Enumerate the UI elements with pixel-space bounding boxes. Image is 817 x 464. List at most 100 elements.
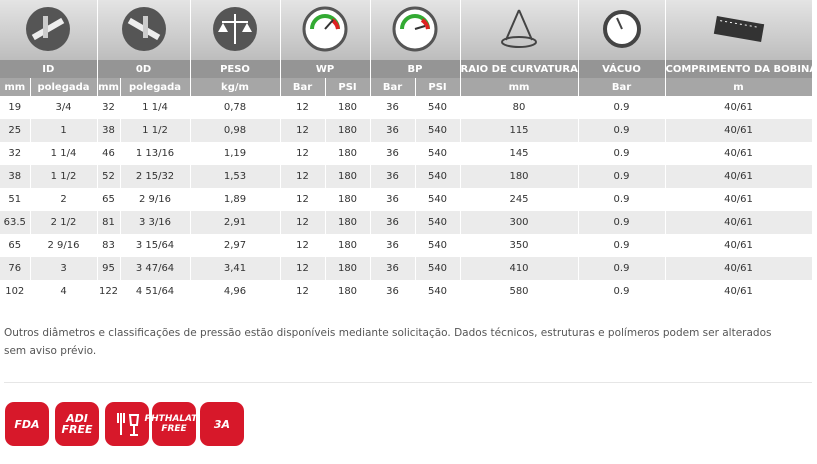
food-icon xyxy=(117,413,140,436)
vacuum-icon xyxy=(602,9,641,48)
cell: 36 xyxy=(370,142,416,165)
group-header: PESO xyxy=(190,60,281,78)
cell: 0.9 xyxy=(578,142,666,165)
data-row: 32 1 1/4 46 1 13/16 1,19 12 180 36 540 145 0.9 40/6… xyxy=(0,142,813,165)
cell: 540 xyxy=(415,96,461,119)
cell: 0.9 xyxy=(578,257,666,280)
divider xyxy=(4,382,812,383)
cell: 36 xyxy=(370,188,416,211)
tape-icon xyxy=(713,15,764,42)
cell: 0.9 xyxy=(578,119,666,142)
icon xyxy=(280,0,371,60)
group-header: COMPRIMENTO DA BOBINA xyxy=(665,60,813,78)
cell: 12 xyxy=(280,188,326,211)
cell: 40/61 xyxy=(665,142,813,165)
cell: 36 xyxy=(370,257,416,280)
group-header: VÁCUO xyxy=(578,60,666,78)
unit-header: Bar xyxy=(578,78,666,96)
cell: 180 xyxy=(460,165,579,188)
cell: 245 xyxy=(460,188,579,211)
cell: 180 xyxy=(325,119,371,142)
unit-header: Bar xyxy=(280,78,326,96)
table-body: ID 0D PESO WP BP RAIO DE CURVATURA VÁCUO COMPRI… xyxy=(0,0,813,303)
cell: 102 xyxy=(0,280,31,303)
cell: 65 xyxy=(0,234,31,257)
group-header: BP xyxy=(370,60,461,78)
cell: 12 xyxy=(280,211,326,234)
cell: 180 xyxy=(325,165,371,188)
cell: 32 xyxy=(0,142,31,165)
cell: 4,96 xyxy=(190,280,281,303)
cell: 12 xyxy=(280,119,326,142)
cell: 0.9 xyxy=(578,96,666,119)
cell: 63.5 xyxy=(0,211,31,234)
unit-header-row: mm polegada mm polegada kg/m Bar PSI Bar PSI mm Ba… xyxy=(0,78,813,96)
unit-header: mm xyxy=(97,78,121,96)
cell: 1,19 xyxy=(190,142,281,165)
cell: 0.9 xyxy=(578,280,666,303)
icon xyxy=(460,0,579,60)
cell: 180 xyxy=(325,142,371,165)
cell: 3/4 xyxy=(30,96,98,119)
cell: 36 xyxy=(370,119,416,142)
cell: 19 xyxy=(0,96,31,119)
cell: 350 xyxy=(460,234,579,257)
cell: 0,98 xyxy=(190,119,281,142)
cell: 540 xyxy=(415,234,461,257)
icon xyxy=(370,0,461,60)
data-row: 38 1 1/2 52 2 15/32 1,53 12 180 36 540 180 0.9 40/6… xyxy=(0,165,813,188)
cell: 40/61 xyxy=(665,280,813,303)
radius-icon xyxy=(501,9,537,48)
cell: 2 15/32 xyxy=(120,165,191,188)
unit-header: mm xyxy=(460,78,579,96)
gauge-icon xyxy=(392,6,438,51)
data-row: 51 2 65 2 9/16 1,89 12 180 36 540 245 0.9 40/61 xyxy=(0,188,813,211)
caliper-icon xyxy=(121,6,166,51)
group-header: 0D xyxy=(97,60,191,78)
cell: 12 xyxy=(280,165,326,188)
cell: 580 xyxy=(460,280,579,303)
cell: 3 3/16 xyxy=(120,211,191,234)
badge-food-safe xyxy=(105,402,149,446)
cell: 2,97 xyxy=(190,234,281,257)
cell: 180 xyxy=(325,280,371,303)
cell: 3 xyxy=(30,257,98,280)
cell: 540 xyxy=(415,188,461,211)
footnote: Outros diâmetros e classificações de pre… xyxy=(4,327,772,357)
cell: 2 xyxy=(30,188,98,211)
cell: 36 xyxy=(370,211,416,234)
cell: 36 xyxy=(370,165,416,188)
cell: 1 13/16 xyxy=(120,142,191,165)
cell: 83 xyxy=(97,234,121,257)
badge: PHTHALATE FREE xyxy=(145,402,203,446)
cell: 3 15/64 xyxy=(120,234,191,257)
cell: 38 xyxy=(0,165,31,188)
cell: 40/61 xyxy=(665,188,813,211)
cell: 32 xyxy=(97,96,121,119)
cell: 51 xyxy=(0,188,31,211)
cell: 76 xyxy=(0,257,31,280)
cell: 540 xyxy=(415,280,461,303)
cell: 300 xyxy=(460,211,579,234)
cell: 95 xyxy=(97,257,121,280)
data-row: 19 3/4 32 1 1/4 0,78 12 180 36 540 80 0.9 40/61 xyxy=(0,96,813,119)
cell: 40/61 xyxy=(665,211,813,234)
cell: 4 51/64 xyxy=(120,280,191,303)
cell: 3 47/64 xyxy=(120,257,191,280)
unit-header: PSI xyxy=(415,78,461,96)
cell: 540 xyxy=(415,119,461,142)
icon xyxy=(0,0,98,60)
data-row: 76 3 95 3 47/64 3,41 12 180 36 540 410 0.9 40/61 xyxy=(0,257,813,280)
cell: 1 xyxy=(30,119,98,142)
cell: 1 1/4 xyxy=(120,96,191,119)
cell: 410 xyxy=(460,257,579,280)
cell: 1 1/4 xyxy=(30,142,98,165)
cell: 12 xyxy=(280,257,326,280)
group-header: RAIO DE CURVATURA xyxy=(460,60,579,78)
badge: FDA xyxy=(5,402,49,446)
cell: 25 xyxy=(0,119,31,142)
icon xyxy=(97,0,191,60)
icon xyxy=(190,0,281,60)
unit-header: m xyxy=(665,78,813,96)
